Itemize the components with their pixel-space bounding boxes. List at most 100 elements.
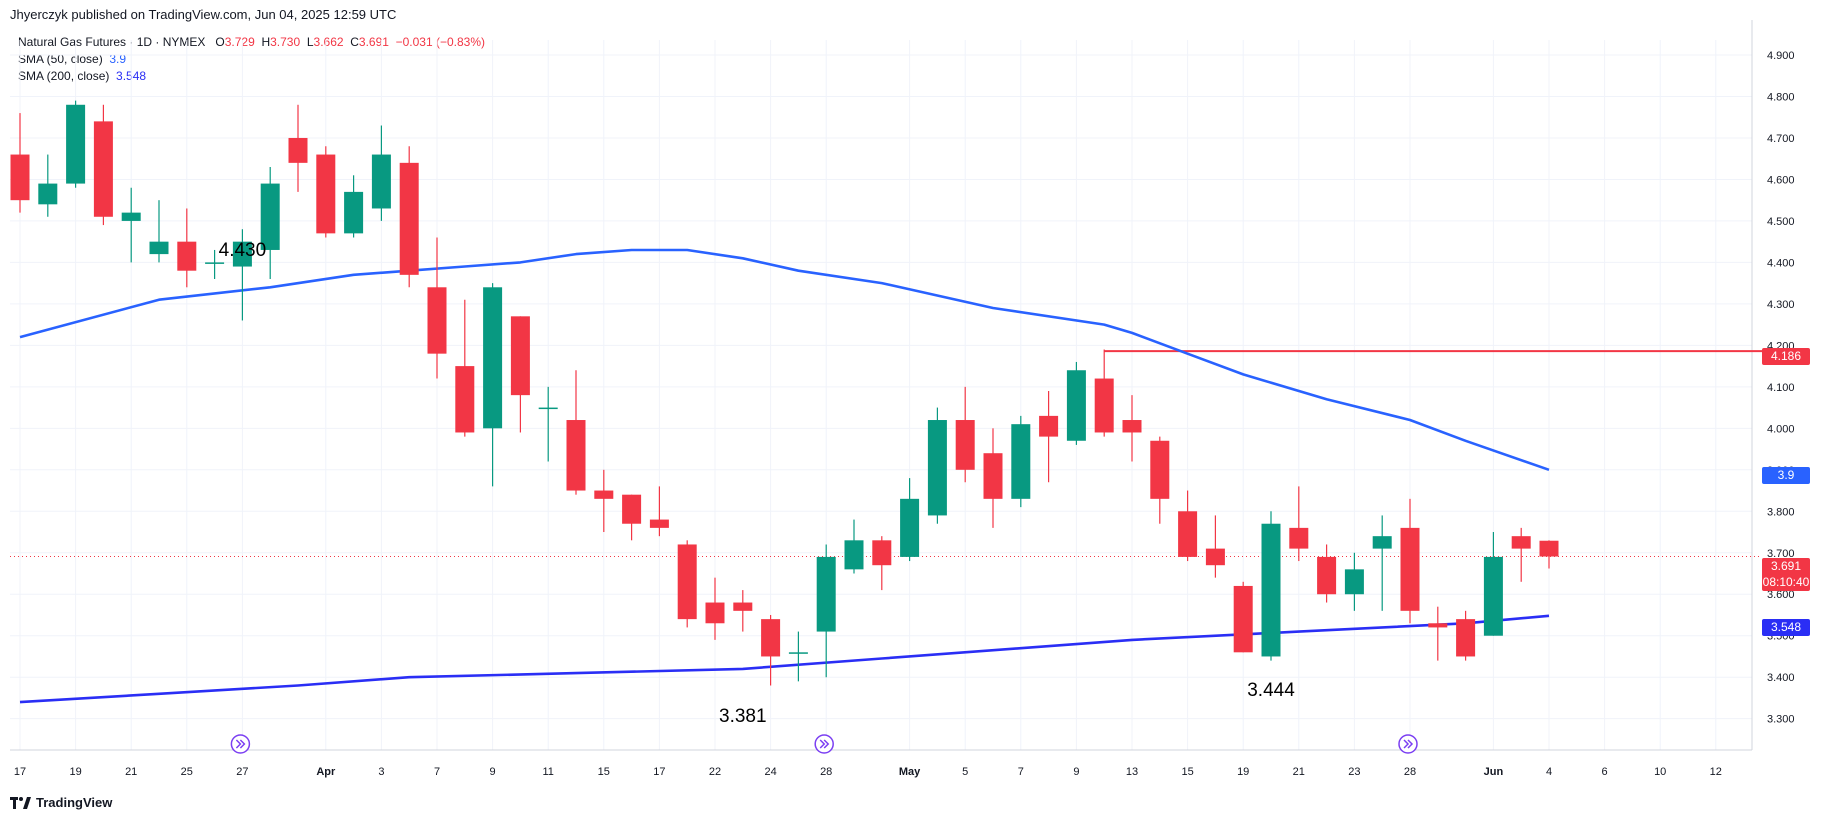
candle[interactable]: [371, 125, 391, 221]
y-tick-label: 4.900: [1767, 50, 1795, 62]
event-arrow-icon[interactable]: [1398, 734, 1418, 754]
sma200-polyline[interactable]: [19, 614, 1550, 704]
x-tick-label: 12: [1710, 766, 1722, 778]
candle[interactable]: [510, 316, 530, 433]
candles[interactable]: [10, 100, 1559, 686]
candle[interactable]: [38, 154, 58, 217]
candle[interactable]: [232, 229, 252, 321]
candle[interactable]: [1511, 527, 1531, 582]
candle[interactable]: [66, 100, 86, 188]
x-tick-label: 28: [820, 766, 832, 778]
candle[interactable]: [1150, 436, 1170, 524]
candle[interactable]: [1039, 390, 1059, 483]
candle[interactable]: [1122, 395, 1142, 462]
candle[interactable]: [566, 370, 586, 495]
candle[interactable]: [983, 428, 1003, 528]
candle[interactable]: [733, 590, 753, 632]
candle[interactable]: [205, 249, 225, 279]
event-arrows: [235, 739, 246, 749]
time-axis[interactable]: 17 19 21 25 27 Apr 3 7 9 11 15 17 22 24 28 May 5 7 9 13 15 19…: [14, 766, 1722, 778]
candle-body: [455, 366, 475, 433]
candle[interactable]: [1178, 490, 1198, 562]
x-tick-label: 21: [125, 766, 137, 778]
candle[interactable]: [1539, 540, 1559, 569]
sma50-line[interactable]: [19, 248, 1550, 472]
candle-body: [1233, 585, 1253, 653]
candle[interactable]: [622, 494, 642, 541]
x-tick-label: 9: [1073, 766, 1079, 778]
candle[interactable]: [1400, 498, 1420, 624]
candle[interactable]: [344, 175, 364, 238]
candle-body: [399, 162, 419, 275]
candle[interactable]: [399, 146, 419, 288]
resistance-price-tag: 4.186: [1762, 348, 1810, 365]
candle[interactable]: [121, 187, 141, 263]
candle-body: [1150, 440, 1170, 499]
tradingview-logo-icon: [10, 796, 31, 809]
events[interactable]: [230, 734, 1418, 754]
candle[interactable]: [316, 146, 336, 238]
sma200-price-tag: 3.548: [1762, 619, 1810, 636]
candle[interactable]: [900, 478, 920, 562]
symbol-label[interactable]: Natural Gas Futures · 1D · NYMEX: [18, 35, 206, 49]
x-tick-label: 25: [181, 766, 193, 778]
y-tick-label: 4.000: [1767, 423, 1795, 435]
price-chart[interactable]: 4.9004.8004.7004.6004.5004.4004.3004.200…: [0, 0, 1835, 790]
candle[interactable]: [538, 386, 558, 462]
y-tick-label: 3.600: [1767, 589, 1795, 601]
candle[interactable]: [927, 407, 947, 524]
candle[interactable]: [955, 386, 975, 483]
candle[interactable]: [288, 104, 308, 192]
candle[interactable]: [594, 469, 614, 533]
candle[interactable]: [705, 577, 725, 640]
candle-body: [788, 652, 808, 654]
price-axis[interactable]: 4.9004.8004.7004.6004.5004.4004.3004.200…: [1767, 50, 1795, 726]
event-arrows: [819, 739, 830, 749]
candle[interactable]: [149, 200, 169, 263]
candle-body: [1400, 527, 1420, 611]
candle[interactable]: [1317, 544, 1337, 603]
candle[interactable]: [455, 299, 475, 437]
grid-lines: [10, 20, 1753, 751]
sma200-line[interactable]: [19, 614, 1550, 704]
candle-body: [1456, 619, 1476, 657]
candle-body: [205, 262, 225, 264]
candle[interactable]: [260, 166, 280, 279]
candle[interactable]: [1011, 415, 1031, 508]
candle[interactable]: [427, 237, 447, 379]
candle[interactable]: [177, 208, 197, 288]
candle[interactable]: [1205, 515, 1225, 578]
candle[interactable]: [1483, 532, 1503, 636]
tradingview-footer[interactable]: TradingView: [10, 795, 112, 810]
candle[interactable]: [788, 631, 808, 682]
candle[interactable]: [649, 486, 669, 537]
x-tick-label: 9: [490, 766, 496, 778]
candle-body: [344, 191, 364, 234]
x-tick-label: 27: [236, 766, 248, 778]
candle[interactable]: [816, 544, 836, 678]
candle[interactable]: [1456, 610, 1476, 661]
candle[interactable]: [1094, 349, 1114, 437]
event-arrow-icon[interactable]: [230, 734, 251, 754]
candle-body: [288, 137, 308, 163]
candle[interactable]: [1372, 515, 1392, 611]
candle[interactable]: [1428, 606, 1448, 661]
candle[interactable]: [1289, 486, 1309, 562]
candle[interactable]: [1233, 581, 1253, 653]
candle[interactable]: [761, 614, 781, 686]
candle[interactable]: [10, 113, 30, 213]
candle[interactable]: [93, 104, 113, 226]
candle[interactable]: [483, 283, 503, 487]
candle-body: [1372, 536, 1392, 549]
candle[interactable]: [872, 536, 892, 591]
candle[interactable]: [1066, 361, 1086, 445]
candle-body: [872, 540, 892, 566]
candle[interactable]: [1261, 511, 1281, 661]
candle[interactable]: [844, 519, 864, 574]
candle[interactable]: [1344, 552, 1364, 611]
candle[interactable]: [677, 540, 697, 628]
event-arrow-icon[interactable]: [814, 734, 834, 754]
candle-body: [1011, 424, 1031, 499]
sma50-polyline[interactable]: [19, 248, 1550, 472]
y-tick-label: 3.800: [1767, 506, 1795, 518]
